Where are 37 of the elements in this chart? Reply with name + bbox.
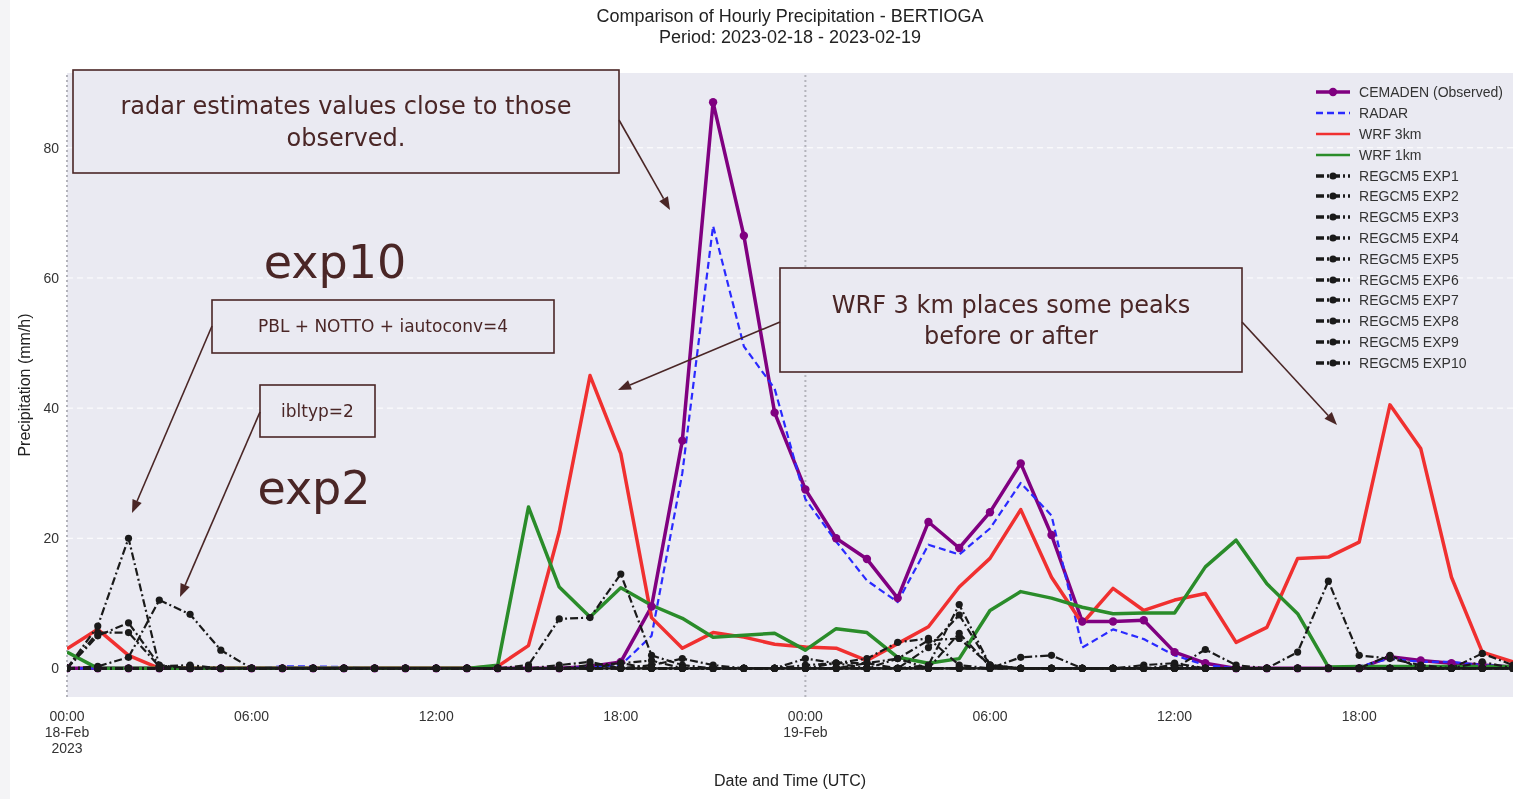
annotation: exp2 [257,461,371,516]
legend-label: REGCM5 EXP6 [1359,271,1459,288]
legend-label: REGCM5 EXP2 [1359,188,1459,205]
annotation: exp10 [263,235,407,290]
legend-label: REGCM5 EXP8 [1359,313,1459,330]
y-tick-label: 40 [43,400,60,417]
legend-label: REGCM5 EXP10 [1359,354,1467,371]
legend-label: REGCM5 EXP1 [1359,167,1459,184]
x-tick-label: 12:00 [418,708,454,724]
legend-label: REGCM5 EXP3 [1359,209,1459,226]
legend-label: RADAR [1359,105,1409,122]
x-tick-label: 00:00 18-Feb 2023 [44,708,90,756]
annotation: ibltyp=2 [281,400,354,421]
legend-label: REGCM5 EXP9 [1359,333,1459,350]
legend-label: CEMADEN (Observed) [1359,84,1503,101]
legend-label: WRF 1km [1359,146,1422,163]
x-tick-label: 18:00 [603,708,639,724]
chart-subtitle: Period: 2023-02-18 - 2023-02-19 [657,27,923,48]
y-tick-label: 60 [43,269,60,286]
x-tick-label: 06:00 [972,708,1008,724]
legend-label: REGCM5 EXP7 [1359,292,1459,309]
annotation: radar estimates values close to those observed. [120,92,572,152]
chart-title: Comparison of Hourly Precipitation - BERTIOGA [595,6,985,27]
x-tick-label: 18:00 [1341,708,1377,724]
legend-label: REGCM5 EXP5 [1359,250,1459,267]
y-tick-label: 0 [51,660,60,677]
annotation: PBL + NOTTO + iautoconv=4 [257,316,509,337]
x-axis-title: Date and Time (UTC) [712,772,867,790]
x-tick-label: 12:00 [1157,708,1193,724]
y-axis-title: Precipitation (mm/h) [16,313,34,457]
legend-label: WRF 3km [1359,125,1422,142]
x-tick-label: 06:00 [234,708,270,724]
x-tick-label: 00:00 19-Feb [783,708,828,740]
legend-label: REGCM5 EXP4 [1359,229,1459,246]
y-tick-label: 80 [43,139,60,156]
annotation: WRF 3 km places some peaks before or after [831,290,1191,351]
y-tick-label: 20 [43,530,60,547]
